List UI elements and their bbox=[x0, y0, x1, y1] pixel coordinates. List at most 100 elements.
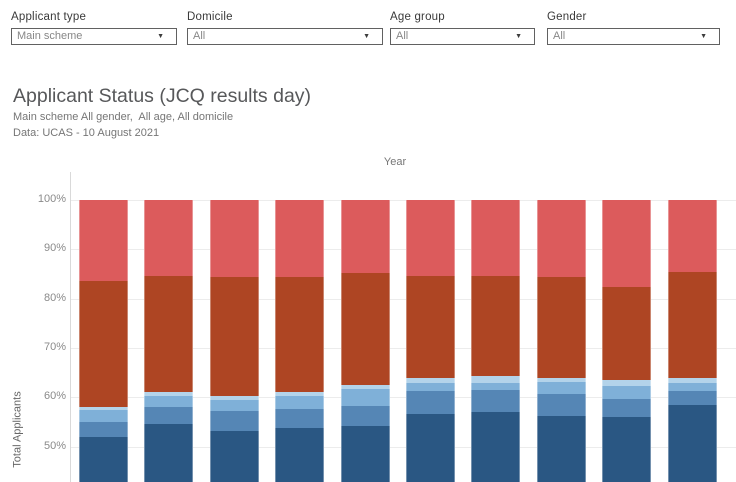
filter-label: Domicile bbox=[187, 11, 233, 23]
bar-segment-red-light-top[interactable] bbox=[536, 200, 586, 278]
bar-segment-blue-dark[interactable] bbox=[602, 417, 652, 482]
bar-segment-blue-light[interactable] bbox=[471, 382, 521, 391]
plot-area bbox=[70, 172, 736, 482]
bar-segment-blue-light[interactable] bbox=[340, 389, 390, 406]
bar-segment-red-dark[interactable] bbox=[79, 281, 128, 408]
bar-segment-blue-dark[interactable] bbox=[536, 415, 586, 482]
filter-age-group: Age group All ▼ bbox=[390, 11, 535, 45]
gridline bbox=[71, 397, 736, 399]
bar-segment-blue-light[interactable] bbox=[602, 386, 652, 400]
bar-segment-blue-light[interactable] bbox=[275, 396, 325, 409]
caret-down-icon: ▼ bbox=[363, 33, 370, 40]
data-source-line: Data: UCAS - 10 August 2021 bbox=[13, 127, 160, 139]
bar-segment-blue-pale[interactable] bbox=[471, 375, 521, 383]
bar-segment-blue-medium[interactable] bbox=[275, 409, 325, 428]
bar-segment-red-light-top[interactable] bbox=[209, 200, 259, 277]
gridline bbox=[71, 347, 736, 349]
filter-label: Applicant type bbox=[11, 11, 87, 23]
bar-segment-red-dark[interactable] bbox=[602, 286, 652, 381]
bar-segment-blue-medium[interactable] bbox=[602, 399, 652, 418]
gridline bbox=[71, 298, 736, 300]
bar-segment-blue-pale[interactable] bbox=[667, 378, 717, 384]
bar-segment-red-light-top[interactable] bbox=[79, 200, 128, 282]
title-block: Applicant Status (JCQ results day) Main … bbox=[13, 86, 311, 139]
page-title: Applicant Status (JCQ results day) bbox=[13, 85, 312, 107]
bar[interactable] bbox=[536, 200, 586, 482]
applicant-type-dropdown[interactable]: Main scheme ▼ bbox=[11, 28, 177, 45]
bar-segment-blue-dark[interactable] bbox=[209, 431, 259, 482]
bar-segment-blue-medium[interactable] bbox=[144, 407, 194, 424]
bar-segment-blue-pale[interactable] bbox=[536, 378, 586, 383]
filter-label: Age group bbox=[390, 11, 445, 23]
bar-segment-blue-dark[interactable] bbox=[79, 437, 128, 482]
bar-segment-red-dark[interactable] bbox=[340, 272, 390, 386]
filter-domicile: Domicile All ▼ bbox=[187, 11, 383, 45]
bar-segment-blue-pale[interactable] bbox=[144, 392, 194, 397]
bar-segment-red-light-top[interactable] bbox=[144, 200, 194, 277]
bar[interactable] bbox=[340, 200, 390, 482]
bar[interactable] bbox=[275, 200, 325, 482]
bar-segment-blue-pale[interactable] bbox=[406, 378, 455, 383]
bar-segment-blue-pale[interactable] bbox=[209, 395, 259, 400]
y-tick-label: 80% bbox=[43, 291, 66, 304]
bar-segment-red-dark[interactable] bbox=[667, 272, 717, 379]
y-tick-label: 90% bbox=[43, 242, 66, 255]
bar-segment-blue-medium[interactable] bbox=[340, 405, 390, 426]
bar-segment-blue-light[interactable] bbox=[79, 410, 128, 423]
gridline bbox=[71, 200, 736, 201]
bar-segment-blue-dark[interactable] bbox=[667, 405, 717, 482]
bar-segment-red-light-top[interactable] bbox=[471, 200, 521, 276]
bar-segment-red-dark[interactable] bbox=[144, 276, 194, 393]
bar-segment-blue-light[interactable] bbox=[536, 382, 586, 395]
filter-applicant-type: Applicant type Main scheme ▼ bbox=[11, 11, 177, 45]
bar-segment-blue-medium[interactable] bbox=[536, 394, 586, 416]
bar-segment-blue-medium[interactable] bbox=[667, 391, 717, 406]
bar-segment-blue-dark[interactable] bbox=[471, 411, 521, 482]
bar-segment-blue-pale[interactable] bbox=[340, 385, 390, 390]
bar-segment-blue-pale[interactable] bbox=[79, 407, 128, 410]
bar-segment-blue-dark[interactable] bbox=[275, 427, 325, 482]
bar-segment-red-light-top[interactable] bbox=[406, 200, 455, 277]
bar-segment-blue-dark[interactable] bbox=[144, 423, 194, 482]
bar-segment-red-light-top[interactable] bbox=[667, 200, 717, 273]
y-axis-tick-labels: 100% 90% 80% 70% 60% 50% bbox=[0, 172, 66, 482]
bar-segment-blue-medium[interactable] bbox=[406, 391, 455, 415]
domicile-dropdown[interactable]: All ▼ bbox=[187, 28, 383, 45]
y-tick-label: 50% bbox=[43, 439, 66, 452]
dashboard-root: { "filters": [ {"label": "Applicant type… bbox=[11, 11, 736, 482]
y-axis-title: Total Applicants bbox=[11, 391, 24, 468]
bar-segment-red-dark[interactable] bbox=[471, 275, 521, 376]
bar-segment-blue-dark[interactable] bbox=[406, 414, 455, 482]
y-tick-label: 70% bbox=[43, 340, 66, 353]
bar[interactable] bbox=[79, 200, 128, 482]
bar-segment-red-light-top[interactable] bbox=[602, 200, 652, 287]
bar-segment-red-light-top[interactable] bbox=[340, 200, 390, 273]
bar[interactable] bbox=[406, 200, 455, 482]
bar[interactable] bbox=[144, 200, 194, 482]
bar-segment-blue-pale[interactable] bbox=[602, 380, 652, 387]
bar-segment-red-light-top[interactable] bbox=[275, 200, 325, 278]
bar-segment-blue-medium[interactable] bbox=[471, 390, 521, 412]
bar[interactable] bbox=[471, 200, 521, 482]
bar-segment-blue-pale[interactable] bbox=[275, 391, 325, 397]
filter-label: Gender bbox=[547, 11, 587, 23]
gender-dropdown[interactable]: All ▼ bbox=[547, 28, 720, 45]
bar-segment-blue-light[interactable] bbox=[144, 396, 194, 408]
age-group-dropdown[interactable]: All ▼ bbox=[390, 28, 535, 45]
dropdown-value: All bbox=[193, 30, 206, 42]
bar-segment-red-dark[interactable] bbox=[209, 276, 259, 396]
bar-segment-red-dark[interactable] bbox=[406, 276, 455, 379]
bar-segment-blue-medium[interactable] bbox=[209, 410, 259, 432]
bar[interactable] bbox=[667, 200, 717, 482]
bar-segment-blue-medium[interactable] bbox=[79, 422, 128, 438]
bar-segment-red-dark[interactable] bbox=[275, 277, 325, 392]
bar-segment-red-dark[interactable] bbox=[536, 277, 586, 379]
caret-down-icon: ▼ bbox=[157, 33, 164, 40]
caret-down-icon: ▼ bbox=[515, 33, 522, 40]
bar-segment-blue-light[interactable] bbox=[209, 399, 259, 411]
bar-segment-blue-light[interactable] bbox=[406, 382, 455, 392]
filter-gender: Gender All ▼ bbox=[547, 11, 720, 45]
bar[interactable] bbox=[209, 200, 259, 482]
bar-segment-blue-light[interactable] bbox=[667, 383, 717, 392]
bar[interactable] bbox=[602, 200, 652, 482]
